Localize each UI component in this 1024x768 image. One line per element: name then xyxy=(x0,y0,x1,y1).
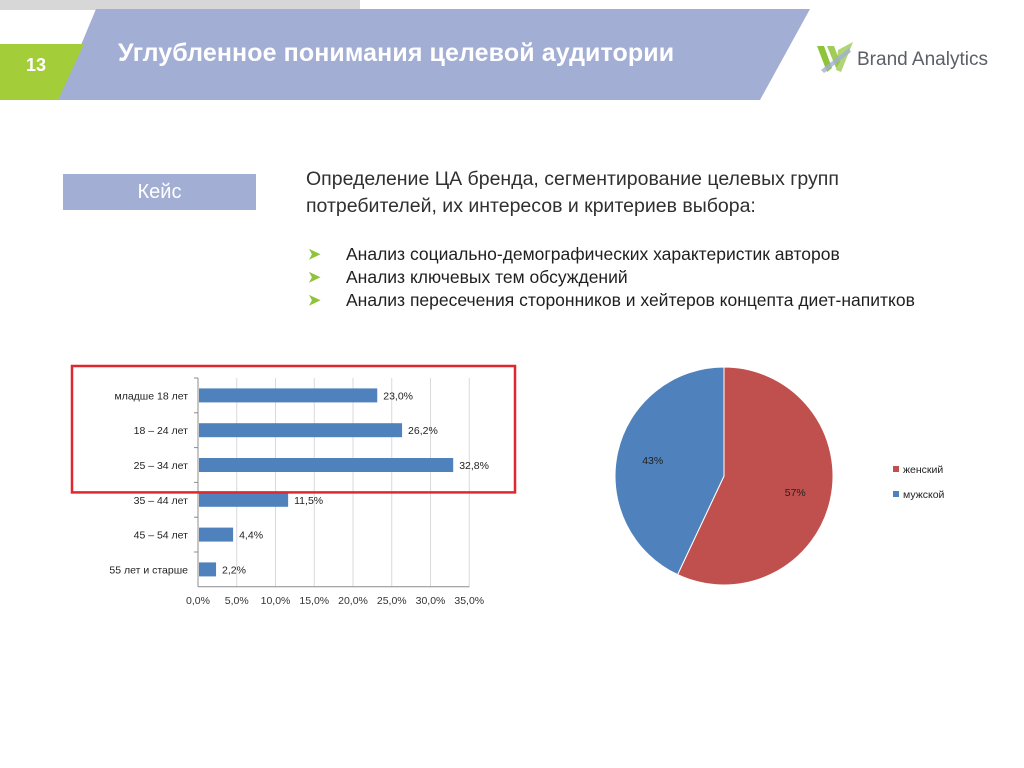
data-label: 2,2% xyxy=(222,564,246,576)
case-label: Кейс xyxy=(63,174,256,210)
title-band xyxy=(58,9,810,100)
bar xyxy=(199,492,289,507)
bullet-item: ➤ Анализ социально-демографических характ… xyxy=(308,243,1008,266)
x-tick-label: 15,0% xyxy=(299,595,329,607)
header-band xyxy=(0,9,810,100)
age-bar-chart: 0,0% 5,0% 10,0% 15,0% 20,0% 25,0% 30,0% 35,0% мл… xyxy=(70,364,517,607)
intro-text: Определение ЦА бренда, сегментирование ц… xyxy=(306,166,986,220)
slide-number-tab xyxy=(0,44,84,100)
pie-slice xyxy=(676,366,834,586)
bullet-text: Анализ социально-демографических характе… xyxy=(346,244,840,264)
header-top-strip xyxy=(0,0,360,10)
legend-swatch xyxy=(893,466,899,472)
gender-pie-chart: 57% женский 43% мужской xyxy=(614,366,945,586)
x-tick-label: 10,0% xyxy=(261,595,291,607)
brand-logo-text: Brand Analytics xyxy=(857,49,988,70)
legend-label: женский xyxy=(903,464,943,476)
bar xyxy=(199,423,403,438)
bar xyxy=(199,388,378,403)
slide-title: Углубленное понимания целевой аудитории xyxy=(118,39,675,67)
data-label: 23,0% xyxy=(383,390,413,402)
chevron-right-icon: ➤ xyxy=(308,292,321,309)
slice-label: 57% xyxy=(785,487,806,499)
category-label: младше 18 лет xyxy=(114,390,188,402)
chevron-right-icon: ➤ xyxy=(308,269,321,286)
x-tick-label: 30,0% xyxy=(416,595,446,607)
bullet-text: Анализ пересечения сторонников и хейтеро… xyxy=(346,290,915,310)
intro-line-2: потребителей, их интересов и критериев в… xyxy=(306,195,756,217)
category-label: 25 – 34 лет xyxy=(134,460,189,472)
x-tick-label: 5,0% xyxy=(225,595,249,607)
bar xyxy=(199,562,217,577)
bullet-item: ➤ Анализ ключевых тем обсуждений xyxy=(308,266,1008,289)
category-label: 45 – 54 лет xyxy=(134,530,189,542)
brand-logo: Brand Analytics xyxy=(815,40,990,80)
legend-swatch xyxy=(893,491,899,497)
category-label: 35 – 44 лет xyxy=(134,495,189,507)
bullet-list: ➤ Анализ социально-демографических характ… xyxy=(308,243,1008,312)
chevron-right-icon: ➤ xyxy=(308,246,321,263)
slice-label: 43% xyxy=(642,455,663,467)
brand-logo-mark-icon xyxy=(817,42,853,73)
bullet-text: Анализ ключевых тем обсуждений xyxy=(346,267,628,287)
slide-number: 13 xyxy=(25,55,47,75)
highlight-frame xyxy=(70,364,517,494)
x-tick-label: 35,0% xyxy=(454,595,484,607)
x-tick-label: 0,0% xyxy=(186,595,210,607)
data-label: 4,4% xyxy=(239,530,263,542)
legend-label: мужской xyxy=(903,489,945,501)
bar xyxy=(199,458,454,472)
data-label: 32,8% xyxy=(459,460,489,472)
bullet-item: ➤ Анализ пересечения сторонников и хейтер… xyxy=(308,289,1008,312)
pie-slice xyxy=(614,366,725,576)
x-tick-label: 25,0% xyxy=(377,595,407,607)
category-label: 18 – 24 лет xyxy=(134,425,189,437)
category-label: 55 лет и старше xyxy=(109,564,188,576)
data-label: 11,5% xyxy=(294,495,323,507)
x-tick-label: 20,0% xyxy=(338,595,368,607)
intro-line-1: Определение ЦА бренда, сегментирование ц… xyxy=(306,168,839,190)
bar xyxy=(199,527,234,542)
data-label: 26,2% xyxy=(408,425,438,437)
